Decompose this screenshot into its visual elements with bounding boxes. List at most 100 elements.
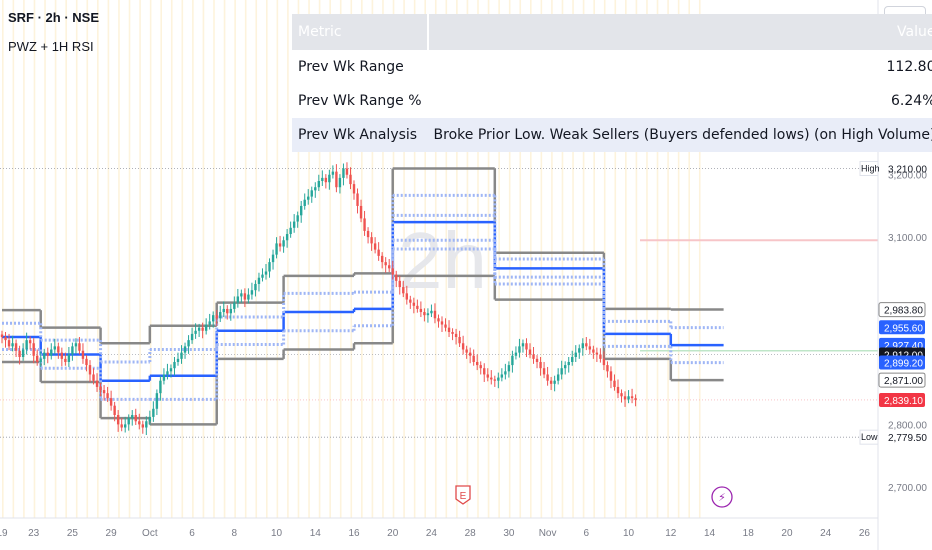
candle-body [11, 343, 14, 347]
session-band [160, 0, 162, 518]
candle-body [222, 308, 225, 313]
candle-body [131, 415, 134, 419]
x-tick-label: 8 [232, 528, 238, 539]
candle-body [124, 424, 127, 428]
session-band [318, 0, 321, 518]
candle-body [173, 361, 176, 369]
session-band [371, 0, 374, 518]
x-tick-label: 29 [106, 528, 118, 539]
candle-body [328, 174, 331, 183]
candle-body [363, 218, 366, 231]
candle-body [204, 324, 208, 331]
candle-body [148, 416, 152, 422]
metric-header: Metric [292, 14, 428, 50]
candle-body [623, 396, 627, 400]
candle-body [402, 287, 405, 294]
candle-body [85, 358, 88, 366]
session-band [466, 0, 469, 518]
session-band [12, 0, 15, 518]
session-band [149, 0, 152, 518]
y-tick-label: 2,800.00 [888, 420, 927, 431]
x-tick-label: 19 [0, 528, 8, 539]
price-label-bg [879, 320, 925, 335]
candle-body [292, 221, 296, 228]
y-tick-label: 3,100.00 [888, 233, 927, 244]
candle-body [226, 308, 229, 314]
candle-body [546, 374, 549, 381]
x-tick-label: 25 [67, 528, 79, 539]
candle-body [99, 386, 102, 391]
candle-body [32, 343, 35, 356]
session-band [107, 0, 110, 518]
candle-body [437, 318, 440, 322]
session-band [361, 0, 363, 518]
x-tick-label: 16 [348, 528, 360, 539]
x-tick-label: 30 [503, 528, 515, 539]
candle-body [395, 274, 398, 281]
candle-body [0, 334, 4, 338]
candle-body [493, 379, 496, 381]
session-band [540, 0, 543, 518]
session-band [667, 0, 669, 518]
candle-body [567, 361, 570, 366]
candle-body [620, 393, 623, 397]
x-tick-label: 24 [820, 528, 832, 539]
candle-body [219, 312, 222, 319]
candle-body [528, 349, 532, 355]
candle-body [416, 305, 419, 309]
candle-body [64, 358, 67, 362]
session-band [244, 0, 247, 518]
indicator-label[interactable]: PWZ + 1H RSI [8, 39, 94, 54]
candle-body [472, 355, 475, 362]
session-band [572, 0, 574, 518]
table-row: Prev Wk Range % 6.24% [292, 84, 932, 118]
candle-body [535, 358, 539, 362]
candle-body [338, 177, 342, 188]
x-tick-label: 28 [465, 528, 477, 539]
candle-body [215, 315, 218, 319]
dividend-marker[interactable] [711, 486, 733, 508]
session-band [635, 0, 638, 518]
x-tick-label: Nov [539, 528, 557, 539]
candle-body [257, 277, 261, 284]
x-tick-label: 23 [28, 528, 40, 539]
candle-body [606, 365, 609, 372]
candle-body [71, 346, 74, 355]
session-band [287, 0, 289, 518]
candle-body [317, 180, 320, 188]
candle-body [476, 361, 479, 366]
session-band [2, 0, 4, 518]
candle-body [483, 368, 486, 375]
candle-body [542, 368, 546, 375]
candle-body [236, 296, 240, 303]
candle-body [275, 243, 278, 255]
earnings-marker[interactable] [455, 485, 471, 505]
candle-body [613, 380, 616, 387]
candle-body [233, 302, 236, 309]
candle-body [500, 374, 504, 378]
candle-body [159, 380, 162, 394]
price-label: 2,839.10 [884, 396, 923, 407]
candle-body [458, 337, 461, 344]
candle-body [152, 408, 155, 417]
candle-body [581, 343, 584, 349]
candle-body [549, 380, 553, 384]
candle-body [630, 396, 634, 399]
candle-body [176, 358, 180, 362]
candle-body [373, 243, 377, 250]
candle-body [518, 346, 521, 353]
candle-body [169, 368, 173, 372]
symbol-title[interactable]: SRF · 2h · NSE [8, 10, 100, 25]
candle-body [303, 199, 306, 206]
session-band [434, 0, 437, 518]
session-band [329, 0, 331, 518]
session-band [688, 0, 690, 518]
candle-body [585, 343, 588, 347]
candle-body [78, 343, 81, 351]
session-band [593, 0, 595, 518]
session-band [413, 0, 416, 518]
price-label-bg [878, 372, 926, 388]
candle-body [321, 177, 324, 181]
candle-body [370, 237, 373, 244]
